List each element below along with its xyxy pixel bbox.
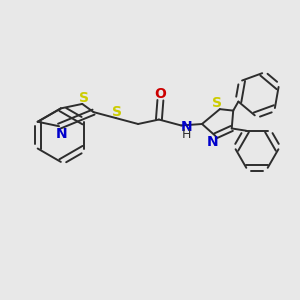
Text: N: N [207, 135, 218, 149]
Text: S: S [212, 96, 222, 110]
Text: N: N [181, 120, 192, 134]
Text: O: O [154, 87, 166, 101]
Text: N: N [56, 127, 68, 141]
Text: S: S [112, 104, 122, 118]
Text: H: H [182, 128, 191, 142]
Text: S: S [79, 91, 89, 105]
